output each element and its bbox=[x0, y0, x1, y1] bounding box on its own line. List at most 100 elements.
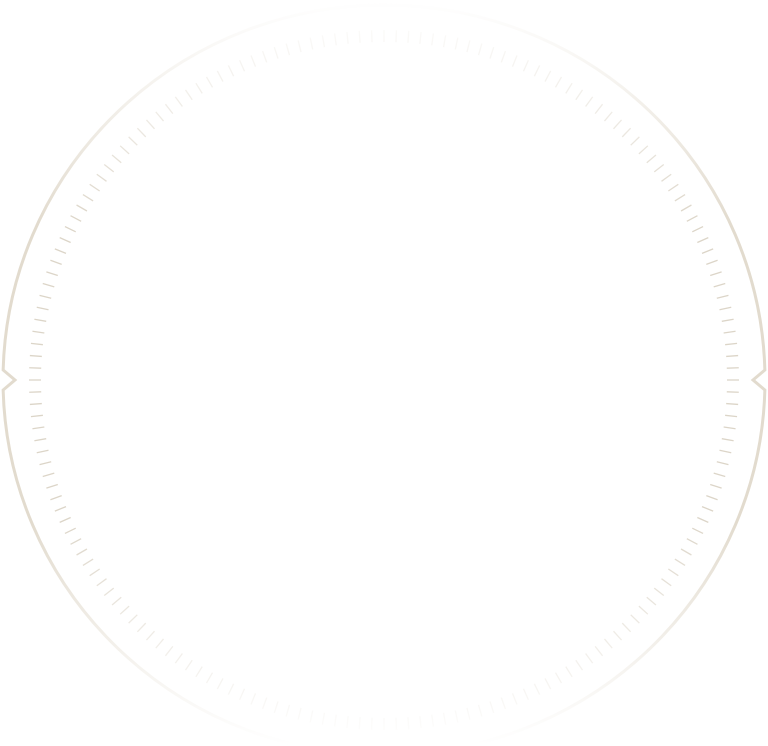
tick-mark bbox=[96, 578, 107, 587]
tick-mark bbox=[145, 630, 155, 641]
tick-mark bbox=[565, 82, 573, 94]
tick-mark bbox=[239, 59, 246, 72]
tick-mark bbox=[333, 33, 337, 46]
tick-mark bbox=[239, 688, 246, 701]
tick-mark bbox=[454, 710, 459, 723]
tick-mark bbox=[719, 449, 732, 454]
tick-mark bbox=[70, 538, 82, 545]
tick-mark bbox=[630, 614, 640, 624]
tick-mark bbox=[725, 414, 738, 418]
tick-mark bbox=[674, 558, 686, 567]
tick-mark bbox=[716, 294, 729, 299]
tick-mark bbox=[261, 50, 268, 63]
tick-mark bbox=[661, 578, 672, 587]
tick-mark bbox=[646, 596, 657, 606]
tick-mark bbox=[419, 716, 422, 729]
tick-mark bbox=[594, 103, 604, 115]
tick-mark bbox=[511, 693, 518, 705]
tick-mark bbox=[42, 472, 55, 478]
tick-mark bbox=[119, 145, 130, 155]
tick-mark bbox=[716, 461, 729, 466]
tick-mark bbox=[321, 35, 326, 48]
tick-mark bbox=[661, 173, 672, 182]
tick-mark bbox=[603, 638, 613, 649]
tick-mark bbox=[46, 483, 58, 489]
tick-mark bbox=[719, 306, 732, 311]
tick-mark bbox=[697, 237, 709, 244]
tick-mark bbox=[250, 693, 257, 705]
tick-mark bbox=[701, 248, 714, 254]
tick-mark bbox=[522, 688, 529, 701]
tick-mark bbox=[89, 568, 101, 577]
tick-mark bbox=[500, 697, 507, 710]
tick-mark bbox=[128, 614, 138, 624]
tick-mark bbox=[613, 630, 623, 641]
tick-mark bbox=[713, 472, 726, 478]
tick-mark bbox=[419, 31, 422, 44]
tick-mark bbox=[297, 40, 302, 53]
tick-mark bbox=[544, 678, 552, 690]
tick-mark bbox=[646, 154, 657, 164]
tick-mark bbox=[64, 527, 76, 535]
tick-mark bbox=[706, 494, 718, 501]
tick-mark bbox=[431, 714, 435, 727]
outer-ring bbox=[1, 3, 767, 746]
tick-mark bbox=[285, 43, 291, 56]
tick-mark bbox=[54, 506, 67, 512]
tick-mark bbox=[697, 516, 709, 523]
tick-mark bbox=[50, 494, 62, 501]
tick-mark bbox=[111, 596, 122, 606]
tick-mark bbox=[358, 30, 361, 43]
tick-mark bbox=[477, 704, 483, 717]
tick-mark bbox=[34, 318, 47, 322]
tick-mark bbox=[285, 704, 291, 717]
tick-mark bbox=[554, 672, 563, 684]
tick-mark bbox=[630, 136, 640, 146]
tick-mark bbox=[164, 103, 174, 115]
tick-mark bbox=[82, 193, 94, 202]
tick-mark bbox=[184, 89, 193, 101]
tick-mark bbox=[174, 96, 183, 107]
tick-mark bbox=[554, 76, 563, 88]
tick-mark bbox=[333, 714, 337, 727]
tick-mark bbox=[36, 449, 49, 454]
tick-mark bbox=[653, 164, 665, 173]
tick-mark bbox=[346, 31, 349, 44]
tick-mark bbox=[565, 666, 573, 678]
tick-mark bbox=[407, 30, 410, 43]
tick-mark bbox=[638, 145, 649, 155]
tick-mark bbox=[721, 438, 734, 442]
tick-mark bbox=[726, 354, 739, 358]
tick-mark bbox=[686, 538, 698, 545]
tick-mark bbox=[34, 438, 47, 442]
tick-mark bbox=[32, 330, 45, 334]
tick-mark bbox=[701, 506, 714, 512]
tick-mark bbox=[29, 354, 42, 358]
tick-mark bbox=[594, 645, 604, 657]
tick-mark bbox=[227, 65, 235, 77]
tick-mark bbox=[309, 710, 314, 723]
tick-mark bbox=[710, 271, 722, 277]
tick-mark bbox=[522, 59, 529, 72]
tick-mark bbox=[155, 111, 165, 122]
tick-mark bbox=[533, 683, 541, 695]
tick-mark bbox=[544, 70, 552, 82]
tick-mark bbox=[216, 70, 224, 82]
tick-mark bbox=[195, 82, 203, 94]
tick-mark bbox=[227, 683, 235, 695]
tick-mark bbox=[725, 342, 738, 346]
tick-mark bbox=[96, 173, 107, 182]
tick-mark bbox=[721, 318, 734, 322]
tick-mark bbox=[723, 426, 736, 430]
tick-mark bbox=[575, 659, 584, 671]
tick-mark bbox=[54, 248, 67, 254]
tick-mark bbox=[128, 136, 138, 146]
tick-mark bbox=[723, 330, 736, 334]
tick-mark bbox=[603, 111, 613, 122]
tick-mark bbox=[692, 527, 704, 535]
tick-mark bbox=[674, 193, 686, 202]
tick-mark bbox=[726, 402, 739, 406]
tick-mark bbox=[103, 587, 115, 596]
tick-mark bbox=[713, 282, 726, 288]
tick-mark bbox=[111, 154, 122, 164]
